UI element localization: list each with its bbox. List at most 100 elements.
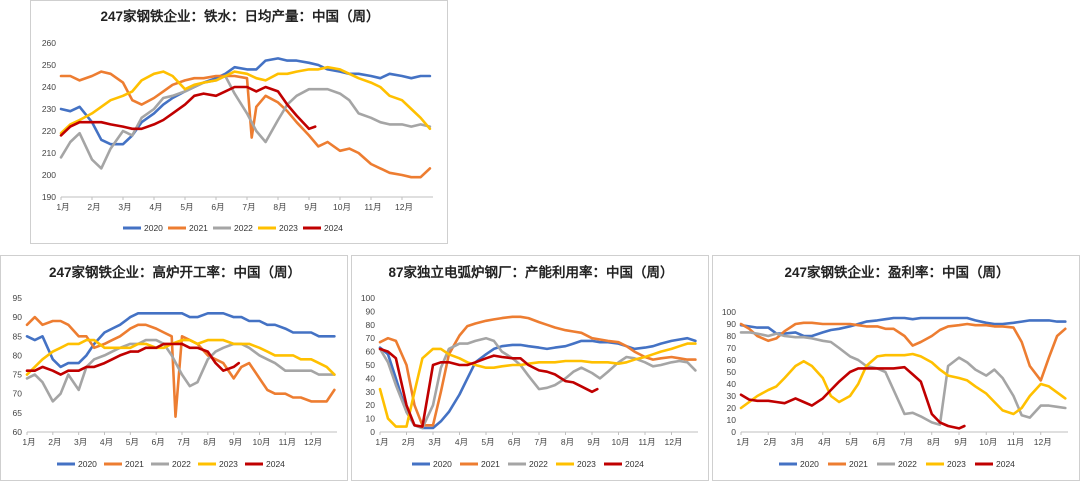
y-tick-label: 65 — [13, 408, 23, 418]
series-line-2022 — [739, 331, 1067, 427]
x-tick-label: 6月 — [211, 202, 224, 212]
y-tick-label: 30 — [727, 391, 737, 401]
y-tick-label: 80 — [727, 331, 737, 341]
series-line-2022 — [378, 336, 697, 430]
chart-panel-profitability-rate: 247家钢铁企业：盈利率：中国（周） 0 10 20 30 40 50 60 70 80 90 100… — [712, 255, 1080, 481]
y-tick-label: 10 — [366, 414, 376, 424]
y-tick-label: 60 — [13, 427, 23, 437]
x-tick-label: 4月 — [455, 437, 468, 447]
series-line-2022 — [25, 338, 336, 403]
x-tick-label: 5月 — [845, 437, 858, 447]
x-tick-label: 9月 — [229, 437, 242, 447]
series-line-2020 — [25, 311, 336, 369]
chart-blast-furnace-rate: 247家钢铁企业：高炉开工率：中国（周） 60 65 70 75 80 85 90 95 1月 2月… — [13, 264, 337, 469]
x-tick-label: 4月 — [100, 437, 113, 447]
series-line-2020 — [59, 57, 432, 146]
chart-profitability-rate: 247家钢铁企业：盈利率：中国（周） 0 10 20 30 40 50 60 70 80 90 100… — [722, 264, 1068, 469]
y-tick-label: 200 — [42, 170, 56, 180]
series-line-2023 — [59, 65, 432, 135]
x-tick-label: 3月 — [74, 437, 87, 447]
x-tick-label: 7月 — [177, 437, 190, 447]
y-tick-label: 30 — [366, 387, 376, 397]
legend-label-2021: 2021 — [481, 459, 500, 469]
y-tick-label: 40 — [366, 373, 376, 383]
chart-title: 247家钢铁企业：铁水：日均产量：中国（周） — [100, 8, 379, 24]
legend-label-2021: 2021 — [125, 459, 144, 469]
x-tick-label: 9月 — [587, 437, 600, 447]
x-tick-label: 5月 — [126, 437, 139, 447]
y-tick-label: 60 — [366, 347, 376, 357]
legend-label-2020: 2020 — [800, 459, 819, 469]
x-tick-label: 7月 — [900, 437, 913, 447]
x-tick-label: 3月 — [428, 437, 441, 447]
x-tick-label: 11月 — [1007, 437, 1024, 447]
chart-title: 87家独立电弧炉钢厂：产能利用率：中国（周） — [388, 264, 673, 280]
legend-label-2020: 2020 — [433, 459, 452, 469]
x-tick-label: 10月 — [979, 437, 997, 447]
series-line-2023 — [25, 338, 336, 376]
y-tick-label: 50 — [366, 360, 376, 370]
x-tick-label: 1月 — [56, 202, 69, 212]
legend-label-2023: 2023 — [279, 223, 298, 233]
x-tick-label: 10月 — [333, 202, 351, 212]
chart-panel-blast-furnace-rate: 247家钢铁企业：高炉开工率：中国（周） 60 65 70 75 80 85 90 95 1月 2月… — [0, 255, 348, 481]
legend-label-2022: 2022 — [898, 459, 917, 469]
series-line-2021 — [25, 315, 336, 418]
y-tick-label: 60 — [727, 355, 737, 365]
y-tick-label: 250 — [42, 60, 56, 70]
x-tick-label: 9月 — [954, 437, 967, 447]
legend-label-2024: 2024 — [625, 459, 644, 469]
series-line-2020 — [739, 316, 1067, 338]
y-tick-label: 20 — [727, 403, 737, 413]
y-tick-label: 0 — [370, 427, 375, 437]
series-line-2024 — [59, 85, 317, 137]
x-tick-label: 3月 — [791, 437, 804, 447]
y-tick-label: 10 — [727, 415, 737, 425]
y-tick-label: 50 — [727, 367, 737, 377]
y-tick-label: 40 — [727, 379, 737, 389]
chart-panel-eaf-utilization: 87家独立电弧炉钢厂：产能利用率：中国（周） 0 10 20 30 40 50 60 70 80 9… — [351, 255, 709, 481]
x-tick-label: 2月 — [48, 437, 61, 447]
series-line-2023 — [378, 342, 697, 428]
legend-label-2022: 2022 — [234, 223, 253, 233]
legend-label-2023: 2023 — [219, 459, 238, 469]
y-tick-label: 90 — [727, 319, 737, 329]
y-tick-label: 210 — [42, 148, 56, 158]
y-tick-label: 70 — [727, 343, 737, 353]
x-tick-label: 12月 — [395, 202, 413, 212]
x-tick-label: 12月 — [665, 437, 683, 447]
x-tick-label: 11月 — [279, 437, 296, 447]
x-tick-label: 11月 — [638, 437, 655, 447]
series-line-2021 — [739, 321, 1067, 382]
x-tick-label: 3月 — [118, 202, 131, 212]
y-tick-label: 100 — [722, 307, 736, 317]
legend-label-2021: 2021 — [849, 459, 868, 469]
series-line-2022 — [59, 74, 432, 170]
chart-title: 247家钢铁企业：高炉开工率：中国（周） — [49, 264, 301, 280]
legend-label-2023: 2023 — [577, 459, 596, 469]
x-tick-label: 1月 — [22, 437, 35, 447]
x-tick-label: 7月 — [242, 202, 255, 212]
x-tick-label: 9月 — [304, 202, 317, 212]
x-tick-label: 1月 — [736, 437, 749, 447]
y-tick-label: 20 — [366, 400, 376, 410]
y-tick-label: 90 — [13, 312, 23, 322]
legend-label-2024: 2024 — [266, 459, 285, 469]
x-tick-label: 10月 — [612, 437, 630, 447]
y-tick-label: 0 — [731, 427, 736, 437]
y-tick-label: 100 — [361, 293, 375, 303]
series-line-2024 — [25, 342, 241, 376]
x-tick-label: 8月 — [927, 437, 940, 447]
y-tick-label: 70 — [13, 389, 23, 399]
series-line-2023 — [739, 352, 1067, 416]
x-tick-label: 8月 — [561, 437, 574, 447]
x-tick-label: 11月 — [364, 202, 381, 212]
series-line-2021 — [59, 70, 432, 179]
x-tick-label: 2月 — [764, 437, 777, 447]
x-tick-label: 7月 — [534, 437, 547, 447]
chart-panel-pig-iron-output: 247家钢铁企业：铁水：日均产量：中国（周） 190 200 210 220 230 240… — [30, 0, 448, 244]
y-tick-label: 80 — [13, 350, 23, 360]
legend-label-2024: 2024 — [996, 459, 1015, 469]
y-tick-label: 80 — [366, 320, 376, 330]
y-tick-label: 90 — [366, 306, 376, 316]
